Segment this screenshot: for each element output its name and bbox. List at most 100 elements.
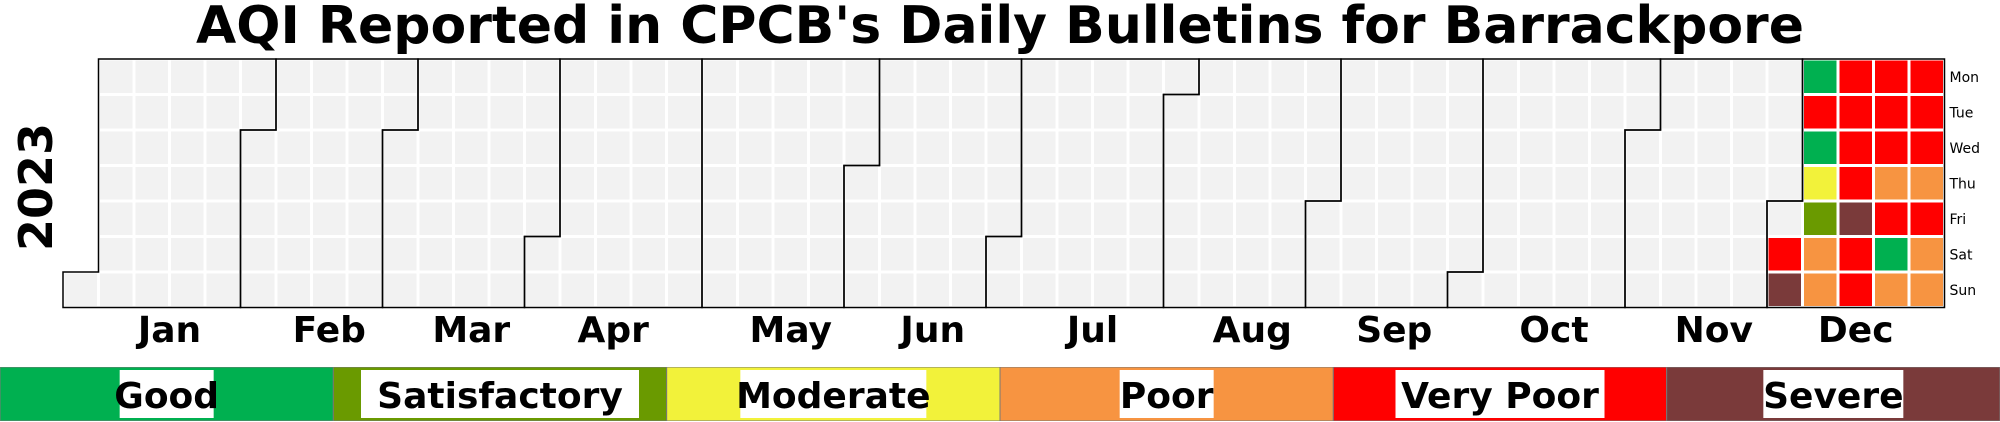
day-cell bbox=[1410, 164, 1449, 203]
day-cell bbox=[1304, 57, 1343, 96]
day-cell bbox=[1836, 235, 1875, 274]
day-cell bbox=[203, 164, 242, 203]
month-label: Apr bbox=[578, 310, 650, 351]
day-cell bbox=[700, 164, 739, 203]
day-cell bbox=[168, 164, 207, 203]
day-cell bbox=[807, 128, 846, 167]
day-cell bbox=[487, 128, 526, 167]
day-cell bbox=[913, 57, 952, 96]
day-cell bbox=[523, 270, 562, 309]
day-cell bbox=[1126, 270, 1165, 309]
day-cell bbox=[1233, 93, 1272, 132]
day-cell bbox=[345, 57, 384, 96]
day-cell bbox=[736, 199, 775, 238]
day-cell bbox=[345, 270, 384, 309]
day-cell bbox=[1126, 235, 1165, 274]
day-cell bbox=[594, 270, 633, 309]
day-cell bbox=[132, 93, 171, 132]
month-label: May bbox=[750, 310, 832, 351]
day-cell bbox=[629, 164, 668, 203]
day-cell bbox=[1552, 164, 1591, 203]
day-cell bbox=[1375, 93, 1414, 132]
day-cell bbox=[1339, 128, 1378, 167]
legend-label: Satisfactory bbox=[377, 376, 623, 417]
legend-label: Severe bbox=[1763, 376, 1903, 417]
day-cell bbox=[1801, 164, 1840, 203]
day-cell bbox=[97, 93, 136, 132]
day-cell bbox=[239, 270, 278, 309]
day-cell bbox=[274, 128, 313, 167]
day-cell bbox=[1836, 57, 1875, 96]
day-cell bbox=[1126, 164, 1165, 203]
day-cell bbox=[558, 57, 597, 96]
day-cell bbox=[452, 93, 491, 132]
day-cell bbox=[1410, 199, 1449, 238]
day-cell bbox=[807, 164, 846, 203]
day-cell bbox=[274, 235, 313, 274]
day-cell bbox=[807, 270, 846, 309]
day-cell bbox=[984, 235, 1023, 274]
day-cell bbox=[1268, 199, 1307, 238]
day-cell bbox=[1694, 57, 1733, 96]
day-cell bbox=[629, 57, 668, 96]
day-cell bbox=[984, 128, 1023, 167]
month-label: Nov bbox=[1675, 310, 1753, 351]
day-cell bbox=[1055, 199, 1094, 238]
day-cell bbox=[1517, 235, 1556, 274]
day-cell bbox=[1481, 128, 1520, 167]
weekday-label: Thu bbox=[1949, 176, 1976, 192]
day-cell bbox=[771, 199, 810, 238]
day-cell bbox=[1836, 93, 1875, 132]
day-cell bbox=[842, 235, 881, 274]
day-cell bbox=[1694, 199, 1733, 238]
day-cell bbox=[1055, 93, 1094, 132]
day-cell bbox=[1552, 93, 1591, 132]
day-cell bbox=[878, 128, 917, 167]
day-cell bbox=[97, 128, 136, 167]
day-cell bbox=[203, 235, 242, 274]
day-cell bbox=[310, 128, 349, 167]
day-cell bbox=[203, 57, 242, 96]
day-cell bbox=[1339, 93, 1378, 132]
day-cell bbox=[381, 270, 420, 309]
day-cell bbox=[1836, 128, 1875, 167]
day-cell bbox=[842, 270, 881, 309]
day-cell bbox=[1730, 57, 1769, 96]
day-cell bbox=[1233, 57, 1272, 96]
day-cell bbox=[842, 93, 881, 132]
day-cell bbox=[1091, 57, 1130, 96]
year-label: 2023 bbox=[9, 123, 63, 251]
day-cell bbox=[132, 235, 171, 274]
day-cell bbox=[842, 199, 881, 238]
day-cell bbox=[523, 235, 562, 274]
day-cell bbox=[1304, 199, 1343, 238]
day-cell bbox=[1410, 93, 1449, 132]
day-cell bbox=[1162, 128, 1201, 167]
day-cell bbox=[1268, 128, 1307, 167]
day-cell bbox=[97, 164, 136, 203]
legend-label-box bbox=[1119, 370, 1214, 418]
day-cell bbox=[310, 199, 349, 238]
day-cell bbox=[1375, 128, 1414, 167]
day-cell bbox=[1481, 235, 1520, 274]
day-cell bbox=[1730, 235, 1769, 274]
day-cell bbox=[1233, 235, 1272, 274]
day-cell bbox=[1801, 57, 1840, 96]
day-cell bbox=[1659, 93, 1698, 132]
day-cell bbox=[1162, 57, 1201, 96]
day-cell bbox=[1304, 93, 1343, 132]
day-cell bbox=[1055, 164, 1094, 203]
day-cell bbox=[736, 93, 775, 132]
day-cell bbox=[132, 199, 171, 238]
day-cell bbox=[1162, 164, 1201, 203]
day-cell bbox=[1481, 164, 1520, 203]
day-cell bbox=[1694, 270, 1733, 309]
day-cell bbox=[949, 93, 988, 132]
day-cell bbox=[345, 164, 384, 203]
day-cell bbox=[771, 128, 810, 167]
day-cell bbox=[1162, 93, 1201, 132]
day-cell bbox=[487, 199, 526, 238]
day-cell bbox=[1339, 57, 1378, 96]
day-cell bbox=[1055, 270, 1094, 309]
day-cell bbox=[913, 128, 952, 167]
